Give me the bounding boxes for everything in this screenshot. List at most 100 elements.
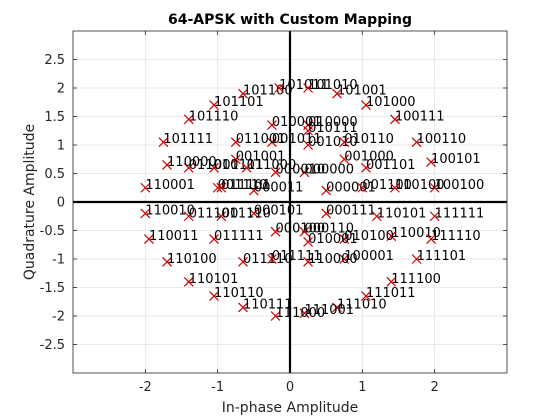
- y-tick-label: -1.5: [40, 281, 65, 296]
- point-marker: [339, 137, 350, 148]
- constellation-point: 110100: [162, 252, 217, 267]
- constellation-point: 000111: [321, 203, 376, 219]
- point-label: 001001: [236, 149, 286, 164]
- point-label: 101101: [214, 95, 264, 110]
- point-marker: [429, 182, 440, 193]
- constellation-point: 101000: [361, 95, 416, 110]
- y-tick-label: -2: [52, 310, 65, 325]
- point-label: 110100: [395, 178, 445, 193]
- point-label: 001010: [308, 135, 358, 150]
- constellation-point: 110100: [389, 178, 445, 193]
- point-label: 100100: [435, 178, 485, 193]
- point-marker: [361, 291, 371, 301]
- constellation-point: 110110: [209, 286, 264, 301]
- point-marker: [248, 208, 259, 219]
- point-label: 110000: [167, 155, 217, 170]
- constellation-point: 100101: [426, 152, 481, 168]
- point-marker: [361, 162, 371, 173]
- constellation-point: 110010: [140, 203, 195, 218]
- constellation-point: 001011: [266, 132, 322, 148]
- point-label: 101000: [366, 95, 416, 110]
- constellation-point: 011000: [241, 158, 297, 173]
- point-label: 101001: [337, 84, 387, 99]
- constellation-point: 000010: [270, 162, 325, 178]
- constellation-point: 111001: [299, 303, 354, 319]
- constellation-point: 101011: [274, 78, 329, 93]
- constellation-point: 101101: [209, 95, 264, 110]
- y-tick-label: -0.5: [40, 224, 65, 239]
- point-marker: [238, 302, 248, 313]
- point-label: 000011: [254, 181, 304, 196]
- point-label: 111111: [435, 206, 485, 221]
- point-label: 011010: [189, 158, 239, 173]
- point-label: 010000: [308, 115, 358, 130]
- point-marker: [238, 88, 248, 99]
- point-marker: [426, 157, 436, 168]
- point-label: 011110: [221, 206, 271, 221]
- point-label: 101110: [189, 109, 239, 124]
- y-axis-label: Quadrature Amplitude: [22, 124, 38, 280]
- x-tick-label: 1: [358, 380, 366, 395]
- x-tick-label: -1: [211, 380, 224, 395]
- x-tick-label: -2: [139, 380, 152, 395]
- point-marker: [299, 308, 310, 319]
- point-marker: [230, 154, 241, 165]
- point-label: 110100: [167, 252, 217, 267]
- point-marker: [299, 226, 310, 237]
- constellation-point: 001010: [303, 135, 358, 150]
- constellation-point: 011110: [216, 206, 271, 221]
- point-label: 110010: [391, 226, 441, 241]
- point-label: 111000: [276, 306, 326, 321]
- point-label: 001100: [362, 178, 412, 193]
- point-label: 010110: [344, 132, 394, 147]
- axis-ticks: -2 -1 0 1 2 -2.5 -2 -1.5 -1 -0.5 0 0.5 1 1.5 2 2.5: [40, 31, 507, 395]
- constellation-point: 100110: [411, 132, 466, 147]
- point-marker: [140, 182, 151, 193]
- point-marker: [299, 167, 310, 178]
- point-label: 000111: [326, 203, 376, 218]
- point-label: 110001: [145, 178, 195, 193]
- point-marker: [389, 114, 400, 125]
- point-marker: [266, 254, 277, 264]
- point-label: 111100: [391, 272, 441, 287]
- point-marker: [426, 234, 436, 244]
- point-label: 011100: [189, 206, 239, 221]
- point-marker: [266, 137, 277, 148]
- point-label: 011101: [221, 178, 271, 193]
- constellation-point: 111101: [411, 249, 466, 264]
- point-marker: [270, 226, 281, 237]
- point-label: 011000: [247, 158, 297, 173]
- constellation-point: 001101: [361, 158, 416, 173]
- point-marker: [162, 160, 172, 170]
- point-marker: [321, 208, 332, 219]
- point-marker: [429, 211, 440, 222]
- constellation-point: 010111: [303, 121, 358, 136]
- point-label: 001101: [366, 158, 416, 173]
- y-tick-label: 1.5: [44, 110, 65, 125]
- point-marker: [357, 182, 368, 193]
- point-marker: [248, 185, 259, 196]
- y-tick-label: 2: [57, 82, 65, 97]
- point-marker: [386, 276, 397, 287]
- point-marker: [209, 234, 219, 244]
- constellation-point: 110011: [144, 229, 199, 244]
- constellation-point: 110000: [303, 252, 358, 267]
- point-label: 110011: [149, 229, 199, 244]
- constellation-point: 000011: [248, 181, 304, 196]
- constellation-point: 110000: [162, 155, 217, 170]
- point-marker: [411, 254, 422, 264]
- constellation-point: 001001: [230, 149, 286, 165]
- point-label: 110110: [214, 286, 264, 301]
- constellation-point: 010001: [266, 115, 322, 130]
- point-label: 000110: [304, 222, 354, 237]
- point-label: 011111: [272, 249, 322, 264]
- point-marker: [270, 167, 281, 178]
- point-label: 010001: [308, 232, 358, 247]
- point-marker: [303, 125, 314, 136]
- constellation-point: 000101: [248, 203, 303, 219]
- constellation-point: 000110: [299, 222, 354, 237]
- constellation-point: 010001: [303, 232, 358, 247]
- constellation-point: 011111: [266, 249, 322, 264]
